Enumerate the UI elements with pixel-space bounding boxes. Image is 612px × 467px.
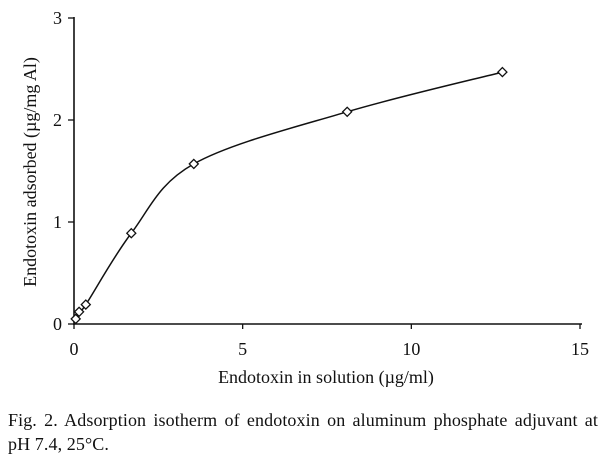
data-point bbox=[70, 313, 82, 325]
points-layer bbox=[70, 66, 508, 325]
data-point bbox=[80, 299, 92, 311]
curve-layer bbox=[75, 71, 503, 320]
y-axis-title: Endotoxin adsorbed (µg/mg Al) bbox=[20, 57, 41, 287]
data-point bbox=[73, 306, 85, 318]
fit-curve bbox=[75, 71, 503, 320]
x-tick-label: 5 bbox=[238, 339, 247, 359]
axes bbox=[73, 17, 582, 325]
figure-caption: Fig. 2. Adsorption isotherm of endotoxin… bbox=[8, 410, 598, 454]
data-point bbox=[496, 66, 508, 78]
y-tick-label: 1 bbox=[53, 212, 62, 232]
x-axis-title: Endotoxin in solution (µg/ml) bbox=[218, 367, 434, 388]
y-tick-label: 3 bbox=[53, 8, 62, 28]
data-point bbox=[188, 158, 200, 170]
ticks: 0 5 10 15 0 1 2 3 bbox=[53, 8, 589, 359]
data-point bbox=[125, 227, 137, 239]
data-point bbox=[341, 106, 353, 118]
x-tick-label: 15 bbox=[571, 339, 589, 359]
x-tick-label: 10 bbox=[402, 339, 420, 359]
y-tick-label: 2 bbox=[53, 110, 62, 130]
y-tick-label: 0 bbox=[53, 314, 62, 334]
x-tick-label: 0 bbox=[70, 339, 79, 359]
